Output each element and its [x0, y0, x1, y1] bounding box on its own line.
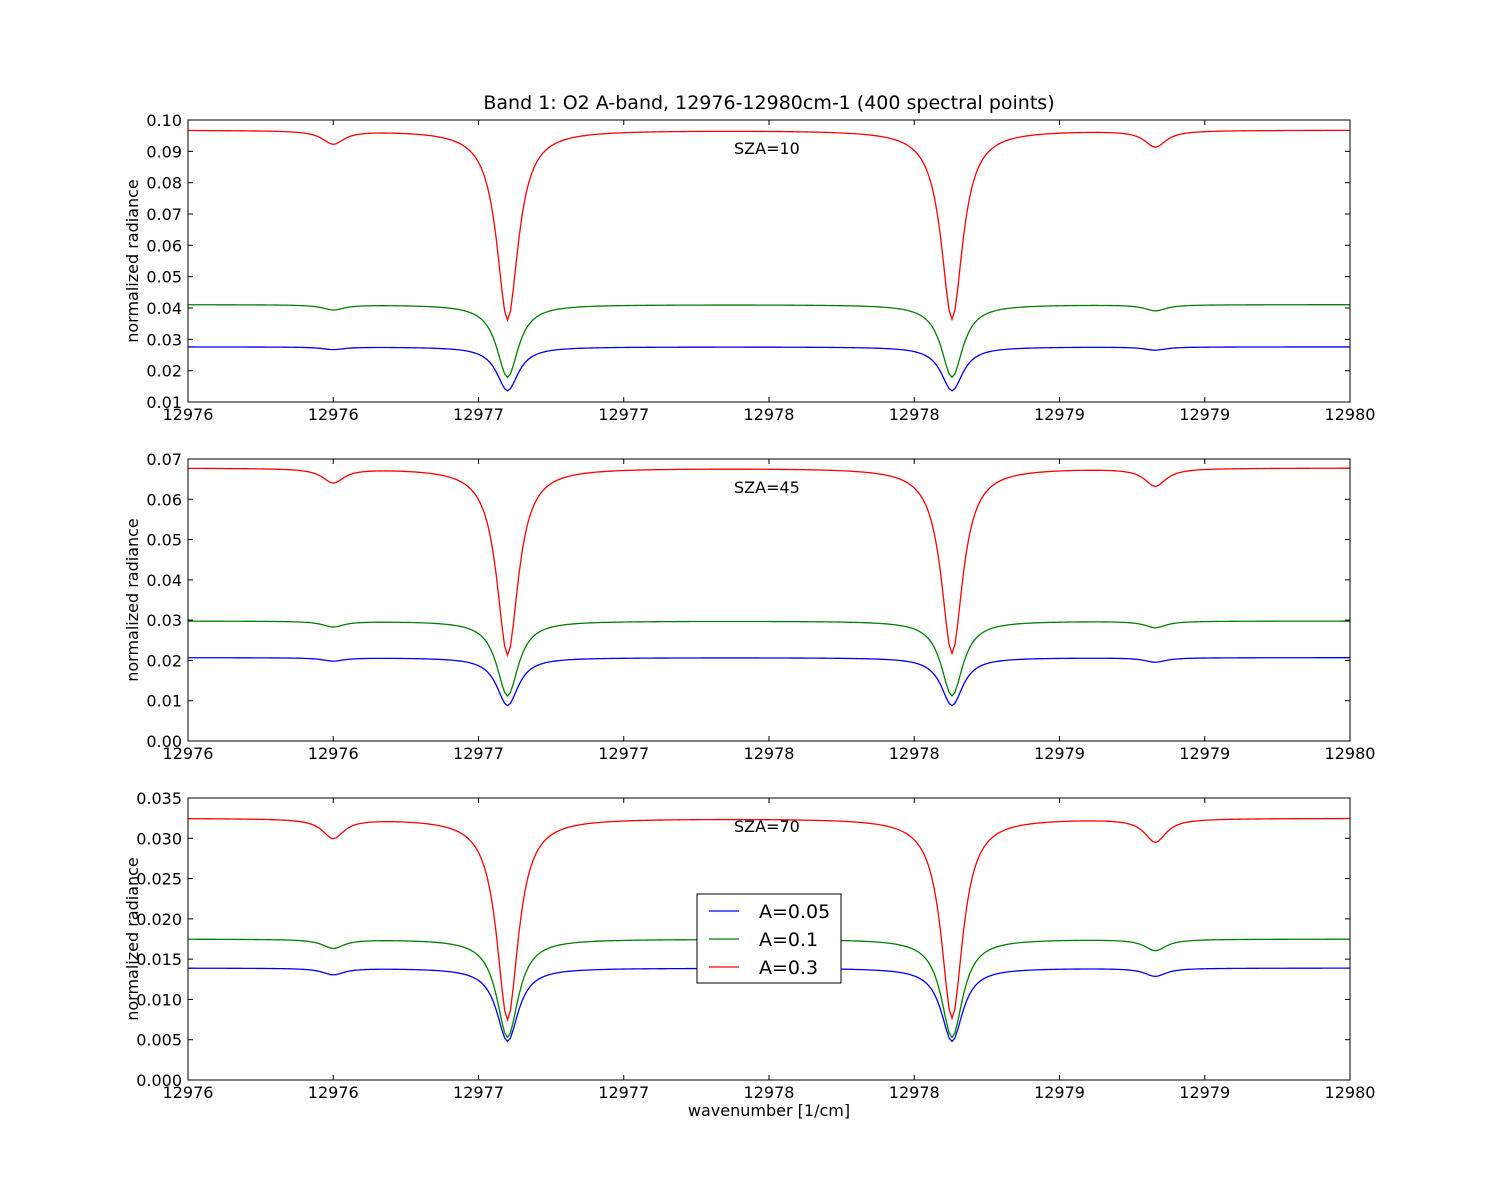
y-tick-label: 0.025: [136, 870, 182, 889]
y-tick-label: 0.06: [146, 490, 182, 509]
series-line-a-0-3: [187, 467, 1351, 658]
sza-annotation: SZA=45: [734, 478, 800, 497]
y-tick-label: 0.03: [146, 611, 182, 630]
panel-2: 12976 12976 12977 12977 12978 12978 12979 12979…: [123, 450, 1375, 763]
panel-3: 12976 12976 12977 12977 12978 12978 12979 12979…: [123, 789, 1375, 1120]
x-tick-label: 12980: [1325, 744, 1376, 763]
x-tick-label: 12977: [598, 744, 649, 763]
x-tick-label: 12978: [744, 744, 795, 763]
series-line-a-0-3: [187, 129, 1351, 323]
legend-label: A=0.05: [759, 901, 830, 923]
series-line-a-0-1: [187, 620, 1350, 698]
y-tick-label: 0.02: [146, 651, 182, 670]
y-tick-label: 0.03: [146, 330, 182, 349]
y-tick-label: 0.02: [146, 362, 182, 381]
x-tick-label: 12978: [744, 405, 795, 424]
x-tick-label: 12980: [1325, 405, 1376, 424]
legend-label: A=0.1: [759, 929, 818, 951]
x-tick-label: 12976: [308, 1083, 359, 1102]
y-tick-label: 0.09: [146, 142, 182, 161]
x-axis-label: wavenumber [1/cm]: [688, 1101, 850, 1120]
y-tick-label: 0.000: [136, 1071, 182, 1090]
y-tick-label: 0.030: [136, 829, 182, 848]
y-tick-label: 0.06: [146, 236, 182, 255]
y-tick-label: 0.020: [136, 910, 182, 929]
x-tick-label: 12977: [453, 405, 504, 424]
y-axis-label: normalized radiance: [123, 857, 142, 1021]
series-line-a-0-1: [188, 304, 1350, 379]
y-tick-label: 0.01: [146, 692, 182, 711]
y-tick-label: 0.015: [136, 950, 182, 969]
panel-1: 12976 12976 12977 12977 12978 12978 12979 12979…: [123, 111, 1375, 424]
x-tick-label: 12976: [308, 405, 359, 424]
x-tick-label: 12977: [598, 405, 649, 424]
y-tick-label: 0.00: [146, 732, 182, 751]
y-tick-label: 0.07: [146, 205, 182, 224]
x-tick-label: 12979: [1034, 405, 1085, 424]
series-line-a-0-05: [188, 346, 1350, 392]
x-tick-label: 12979: [1179, 1083, 1230, 1102]
series-group: [187, 129, 1351, 392]
series-group: [187, 467, 1351, 707]
x-tick-label: 12979: [1034, 1083, 1085, 1102]
axes-frame: [187, 458, 1351, 742]
y-tick-label: 0.08: [146, 174, 182, 193]
x-tick-label: 12978: [744, 1083, 795, 1102]
sza-annotation: SZA=10: [734, 139, 800, 158]
x-tick-label: 12976: [308, 744, 359, 763]
y-tick-label: 0.04: [146, 299, 182, 318]
x-tick-label: 12976: [163, 405, 214, 424]
y-tick-label: 0.035: [136, 789, 182, 808]
y-tick-label: 0.005: [136, 1031, 182, 1050]
y-tick-label: 0.10: [146, 111, 182, 130]
x-tick-label: 12979: [1179, 405, 1230, 424]
x-tick-label: 12976: [163, 744, 214, 763]
y-tick-label: 0.04: [146, 571, 182, 590]
x-tick-label: 12980: [1325, 1083, 1376, 1102]
legend: A=0.05 A=0.1 A=0.3: [696, 893, 842, 984]
legend-label: A=0.3: [759, 957, 818, 979]
y-axis-label: normalized radiance: [123, 518, 142, 682]
x-tick-label: 12977: [598, 1083, 649, 1102]
y-tick-label: 0.01: [146, 393, 182, 412]
y-tick-label: 0.05: [146, 531, 182, 550]
sza-annotation: SZA=70: [734, 817, 800, 836]
axes-frame: [187, 119, 1351, 403]
x-tick-label: 12977: [453, 744, 504, 763]
x-tick-label: 12976: [163, 1083, 214, 1102]
y-tick-label: 0.010: [136, 990, 182, 1009]
x-tick-label: 12978: [889, 744, 940, 763]
y-tick-label: 0.07: [146, 450, 182, 469]
series-line-a-0-3: [187, 817, 1351, 1023]
figure-title: Band 1: O2 A-band, 12976-12980cm-1 (400 …: [483, 92, 1054, 114]
x-tick-label: 12979: [1179, 744, 1230, 763]
y-axis-label: normalized radiance: [123, 179, 142, 343]
y-tick-label: 0.05: [146, 268, 182, 287]
x-tick-label: 12978: [889, 405, 940, 424]
x-tick-label: 12978: [889, 1083, 940, 1102]
x-tick-label: 12977: [453, 1083, 504, 1102]
series-line-a-0-05: [188, 657, 1350, 707]
x-tick-label: 12979: [1034, 744, 1085, 763]
